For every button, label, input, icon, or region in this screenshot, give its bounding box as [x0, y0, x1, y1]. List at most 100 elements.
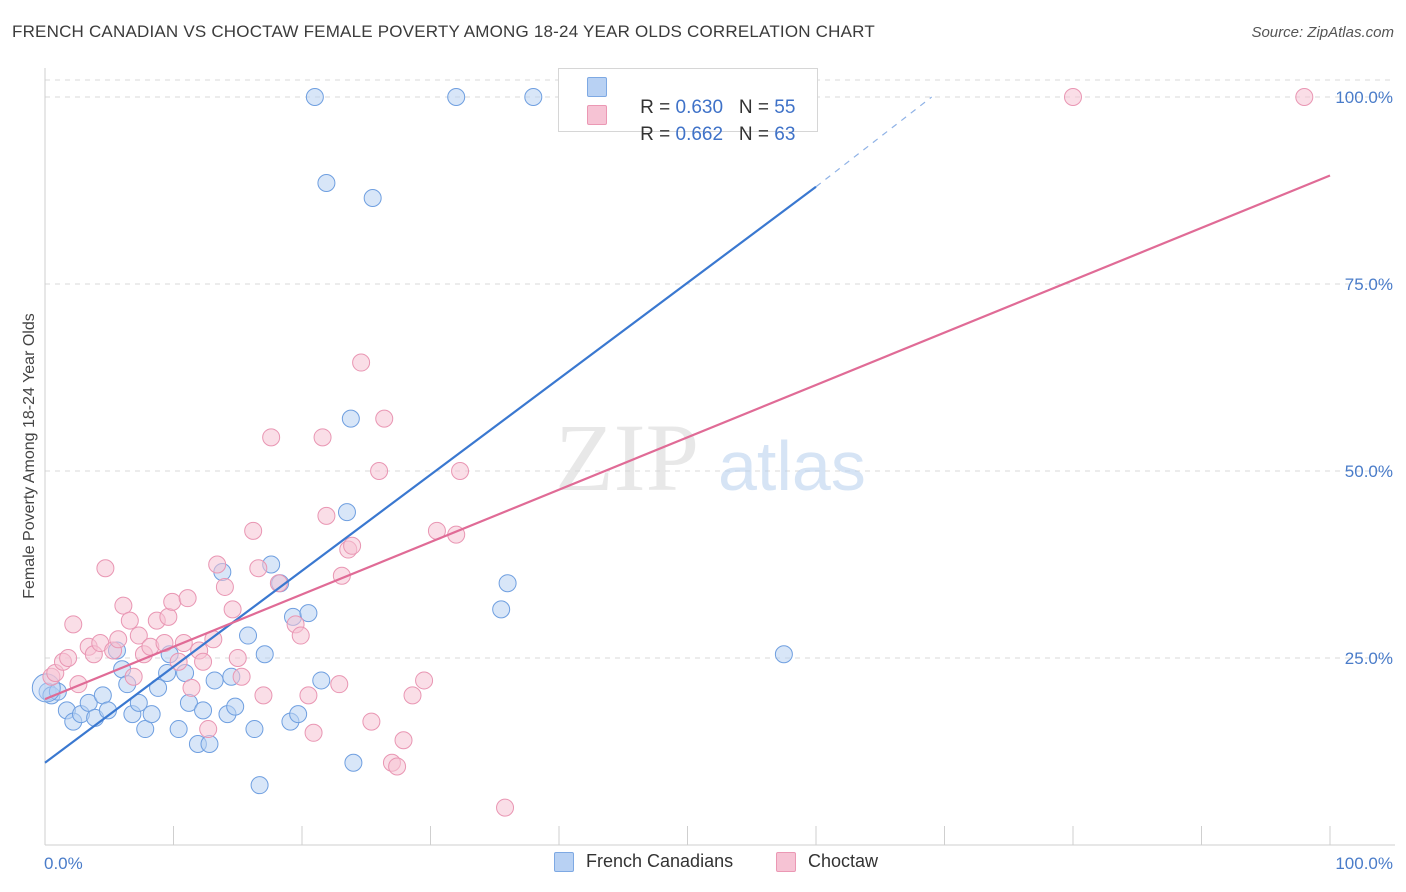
scatter-point — [129, 693, 148, 712]
watermark-atlas: atlas — [718, 427, 866, 505]
scatter-point — [304, 723, 323, 742]
scatter-point — [223, 600, 242, 619]
scatter-point — [337, 503, 356, 522]
scatter-point — [182, 678, 201, 697]
scatter-point — [451, 462, 470, 480]
scatter-point — [142, 705, 161, 724]
legend-row-pink: R = 0.662 N = 63 — [619, 102, 795, 168]
scatter-point — [415, 671, 434, 690]
scatter-point — [129, 626, 148, 645]
scatter-point — [208, 555, 227, 574]
chart-title: FRENCH CANADIAN VS CHOCTAW FEMALE POVERT… — [12, 22, 875, 41]
scatter-point — [403, 686, 422, 705]
scatter-point — [774, 645, 793, 664]
trend-line-french-canadians-extension — [815, 96, 933, 188]
scatter-point — [200, 735, 219, 754]
x-tick-label: 0.0% — [44, 854, 83, 873]
scatter-point — [163, 592, 182, 611]
legend-n-value: 55 — [774, 97, 796, 118]
scatter-point — [362, 712, 381, 731]
scatter-point — [305, 88, 324, 106]
scatter-point — [109, 630, 128, 649]
legend-n-label: N = — [738, 97, 775, 118]
scatter-point — [343, 536, 362, 555]
tick-labels: 25.0% 50.0% 75.0% 100.0% 0.0% 100.0% — [44, 88, 1393, 873]
scatter-point — [169, 720, 188, 739]
axes — [44, 68, 1395, 846]
scatter-point — [492, 600, 511, 619]
legend-label-choctaw: Choctaw — [808, 851, 879, 871]
scatter-point — [524, 88, 543, 106]
scatter-point — [299, 604, 318, 623]
scatter-point — [244, 521, 263, 540]
scatter-point — [289, 705, 308, 724]
legend-item-choctaw: Choctaw — [776, 851, 878, 872]
legend-n-value: 63 — [774, 124, 796, 145]
scatter-point — [228, 649, 247, 667]
legend-r-label: R = — [640, 97, 676, 118]
scatter-point — [394, 731, 413, 750]
legend-r-value: 0.630 — [675, 97, 724, 118]
correlation-legend: R = 0.630 N = 55 R = 0.662 N = 63 — [558, 68, 818, 145]
trend-line-choctaw — [44, 174, 1331, 701]
scatter-point — [341, 409, 360, 428]
scatter-point — [59, 649, 78, 667]
scatter-point — [291, 626, 310, 645]
trend-lines — [44, 96, 1331, 764]
scatter-point — [250, 776, 269, 795]
legend-swatch-choctaw — [776, 851, 796, 872]
scatter-point — [159, 607, 178, 626]
scatter-point — [363, 188, 382, 207]
legend-swatch-french-canadians — [554, 851, 574, 872]
trend-line-french-canadians — [44, 185, 817, 764]
series-legend: French Canadians Choctaw — [0, 851, 1406, 877]
legend-row-blue: R = 0.630 N = 55 — [619, 75, 795, 141]
scatter-point — [388, 757, 407, 776]
scatter-point — [496, 798, 515, 817]
y-tick-label: 50.0% — [1345, 462, 1393, 481]
scatter-point — [254, 686, 273, 705]
scatter-point — [269, 574, 288, 593]
scatter-point — [194, 701, 213, 720]
scatter-point — [239, 626, 258, 645]
scatter-point — [447, 88, 466, 106]
scatter-point — [370, 462, 389, 480]
legend-r-value: 0.662 — [675, 124, 724, 145]
scatter-point — [299, 686, 318, 705]
scatter-point — [124, 667, 143, 686]
scatter-point — [317, 174, 336, 193]
scatter-point — [1295, 88, 1314, 106]
legend-swatch-blue — [587, 77, 607, 97]
scatter-point — [249, 559, 268, 578]
legend-r-label: R = — [640, 124, 676, 145]
legend-swatch-pink — [587, 105, 607, 125]
scatter-point — [64, 615, 83, 634]
scatter-point — [245, 720, 264, 739]
scatter-point — [226, 697, 245, 716]
scatter-point — [313, 428, 332, 447]
scatter-point — [199, 720, 218, 739]
y-tick-label: 100.0% — [1335, 88, 1393, 107]
scatter-point — [352, 353, 371, 372]
scatter-point — [178, 589, 197, 608]
scatter-point — [232, 667, 251, 686]
scatter-point — [344, 753, 363, 772]
scatter-point — [205, 671, 224, 690]
scatter-point — [194, 652, 213, 671]
scatter-point — [1064, 88, 1082, 106]
scatter-point — [498, 574, 517, 593]
y-tick-label: 25.0% — [1345, 649, 1393, 668]
scatter-point — [317, 506, 336, 525]
chart-source: Source: ZipAtlas.com — [1251, 24, 1394, 41]
y-axis-label: Female Poverty Among 18-24 Year Olds — [21, 313, 38, 599]
scatter-point — [114, 596, 133, 615]
scatter-point — [136, 720, 155, 739]
scatter-point — [330, 675, 349, 694]
scatter-point — [215, 577, 234, 596]
scatter-point — [262, 428, 281, 447]
x-tick-label: 100.0% — [1335, 854, 1393, 873]
scatter-point — [312, 671, 331, 690]
scatter-point — [79, 693, 98, 712]
scatter-point — [93, 686, 112, 705]
